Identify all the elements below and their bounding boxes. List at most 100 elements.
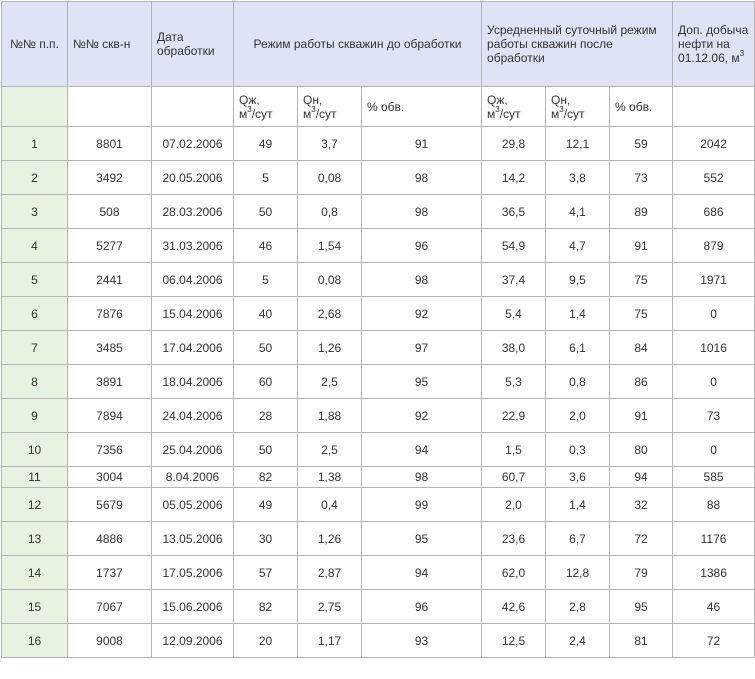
cell-water-after: 73 xyxy=(609,160,674,195)
cell-well: 3485 xyxy=(67,330,152,365)
cell-qzh-before: 82 xyxy=(233,466,298,488)
cell-water-before: 96 xyxy=(360,228,483,263)
cell-extra: 1971 xyxy=(672,262,755,297)
qn-after-line1: Qн, xyxy=(551,92,571,107)
cell-qn-before: 0,8 xyxy=(297,194,362,229)
table-row: 16 9008 12.09.2006 20 1,17 93 12,5 2,4 81 72 xyxy=(1,623,755,658)
table-row: 13 4886 13.05.2006 30 1,26 95 23,6 6,7 72 1176 xyxy=(1,521,755,556)
cell-extra: 1176 xyxy=(672,521,755,556)
qn-after-unit-tail: /сут xyxy=(563,106,585,121)
well-treatment-table: №№ п.п. №№ скв-н Дата обработки Режим ра… xyxy=(1,1,755,658)
cell-water-after: 80 xyxy=(609,432,674,467)
cell-well: 3492 xyxy=(67,160,152,195)
cell-num: 4 xyxy=(1,228,68,263)
cell-date: 06.04.2006 xyxy=(151,262,234,297)
cell-num: 2 xyxy=(1,160,68,195)
cell-well: 508 xyxy=(67,194,152,229)
cell-date: 17.05.2006 xyxy=(151,555,234,590)
qn-after-sup: 3 xyxy=(559,104,564,114)
cell-well: 7894 xyxy=(67,398,152,433)
cell-water-before: 92 xyxy=(360,398,483,433)
cell-extra: 0 xyxy=(672,364,755,399)
subheader-water-after: % обв. xyxy=(609,86,674,127)
cell-water-before: 95 xyxy=(360,521,483,556)
cell-extra: 0 xyxy=(672,296,755,331)
table-row: 3 508 28.03.2006 50 0,8 98 36,5 4,1 89 686 xyxy=(1,194,755,229)
cell-qn-before: 0,08 xyxy=(297,160,362,195)
cell-water-after: 91 xyxy=(609,398,674,433)
cell-extra: 73 xyxy=(672,398,755,433)
cell-water-before: 98 xyxy=(360,262,483,297)
cell-date: 12.09.2006 xyxy=(151,623,234,658)
header-well: №№ скв-н xyxy=(67,1,152,87)
cell-water-after: 75 xyxy=(609,296,674,331)
cell-date: 15.04.2006 xyxy=(151,296,234,331)
cell-extra: 879 xyxy=(672,228,755,263)
cell-water-after: 32 xyxy=(609,487,674,522)
table-row: 4 5277 31.03.2006 46 1,54 96 54,9 4,7 91 879 xyxy=(1,228,755,263)
cell-qn-before: 1,88 xyxy=(297,398,362,433)
cell-qzh-after: 62,0 xyxy=(481,555,547,590)
cell-num: 7 xyxy=(1,330,68,365)
cell-extra: 552 xyxy=(672,160,755,195)
header-before: Режим работы скважин до обработки xyxy=(232,1,483,87)
cell-water-before: 94 xyxy=(360,555,483,590)
table-row: 11 3004 8.04.2006 82 1,38 98 60,7 3,6 94 585 xyxy=(1,466,755,488)
cell-water-after: 91 xyxy=(609,228,674,263)
cell-qn-before: 1,26 xyxy=(297,330,362,365)
table-row: 6 7876 15.04.2006 40 2,68 92 5,4 1,4 75 0 xyxy=(1,296,755,331)
table-row: 2 3492 20.05.2006 5 0,08 98 14,2 3,8 73 552 xyxy=(1,160,755,195)
qzh-after-sup: 3 xyxy=(495,104,500,114)
cell-well: 7876 xyxy=(67,296,152,331)
cell-qn-after: 0,8 xyxy=(545,364,611,399)
table-row: 12 5679 05.05.2006 49 0,4 99 2,0 1,4 32 88 xyxy=(1,487,755,522)
cell-qn-after: 12,8 xyxy=(545,555,611,590)
cell-well: 7067 xyxy=(67,589,152,624)
cell-qn-before: 2,5 xyxy=(297,364,362,399)
cell-water-after: 95 xyxy=(609,589,674,624)
cell-qzh-before: 5 xyxy=(233,262,298,297)
cell-num: 1 xyxy=(1,126,68,161)
subheader-qzh-after: Qж, м3/сут xyxy=(481,86,547,127)
cell-qn-before: 2,87 xyxy=(297,555,362,590)
cell-extra: 585 xyxy=(672,466,755,488)
cell-qzh-after: 54,9 xyxy=(481,228,547,263)
cell-qn-before: 0,08 xyxy=(297,262,362,297)
cell-qzh-before: 57 xyxy=(233,555,298,590)
cell-extra: 0 xyxy=(672,432,755,467)
cell-num: 14 xyxy=(1,555,68,590)
cell-qzh-after: 36,5 xyxy=(481,194,547,229)
table-row: 9 7894 24.04.2006 28 1,88 92 22,9 2,0 91 73 xyxy=(1,398,755,433)
cell-qn-after: 2,8 xyxy=(545,589,611,624)
cell-qn-after: 3,8 xyxy=(545,160,611,195)
subheader-qn-after: Qн, м3/сут xyxy=(545,86,611,127)
cell-water-after: 79 xyxy=(609,555,674,590)
cell-qn-after: 9,5 xyxy=(545,262,611,297)
header-extra-text: Доп. добыча нефти на 01.12.06, м xyxy=(678,23,749,65)
cell-water-after: 89 xyxy=(609,194,674,229)
cell-date: 28.03.2006 xyxy=(151,194,234,229)
cell-num: 10 xyxy=(1,432,68,467)
cell-qzh-before: 60 xyxy=(233,364,298,399)
cell-qn-before: 2,75 xyxy=(297,589,362,624)
cell-qzh-after: 14,2 xyxy=(481,160,547,195)
header-date: Дата обработки xyxy=(151,1,234,87)
qzh-after-unit: м xyxy=(487,106,496,121)
cell-well: 4886 xyxy=(67,521,152,556)
cell-water-before: 98 xyxy=(360,466,483,488)
subheader-qzh-before: Qж, м3/сут xyxy=(233,86,298,127)
cell-qzh-before: 40 xyxy=(233,296,298,331)
cell-water-before: 94 xyxy=(360,432,483,467)
cell-qn-after: 4,7 xyxy=(545,228,611,263)
cell-qzh-after: 42,6 xyxy=(481,589,547,624)
cell-well: 8801 xyxy=(67,126,152,161)
cell-water-before: 98 xyxy=(360,194,483,229)
cell-qn-before: 2,68 xyxy=(297,296,362,331)
cell-qn-after: 1,4 xyxy=(545,296,611,331)
cell-date: 31.03.2006 xyxy=(151,228,234,263)
cell-extra: 686 xyxy=(672,194,755,229)
cell-date: 25.04.2006 xyxy=(151,432,234,467)
cell-qn-before: 1,17 xyxy=(297,623,362,658)
cell-date: 17.04.2006 xyxy=(151,330,234,365)
cell-water-after: 72 xyxy=(609,521,674,556)
